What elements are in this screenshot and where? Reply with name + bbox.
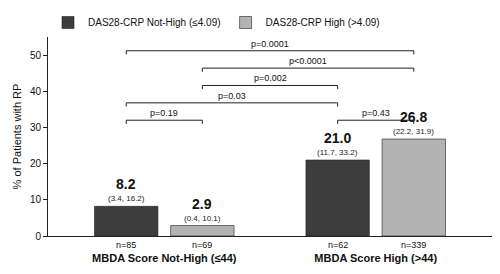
svg-text:p=0.43: p=0.43 bbox=[362, 108, 390, 118]
svg-text:50: 50 bbox=[30, 50, 42, 61]
svg-text:(3.4, 16.2): (3.4, 16.2) bbox=[108, 194, 145, 203]
svg-text:MBDA Score Not-High (≤44): MBDA Score Not-High (≤44) bbox=[92, 252, 237, 264]
svg-text:p=0.002: p=0.002 bbox=[254, 73, 287, 83]
svg-text:n=339: n=339 bbox=[401, 240, 426, 250]
svg-text:p=0.19: p=0.19 bbox=[150, 108, 178, 118]
svg-text:0: 0 bbox=[35, 231, 41, 242]
svg-text:n=85: n=85 bbox=[116, 240, 136, 250]
svg-text:DAS28-CRP High (>4.09): DAS28-CRP High (>4.09) bbox=[266, 17, 380, 28]
svg-text:% of Patients with RP: % of Patients with RP bbox=[11, 84, 23, 190]
svg-text:DAS28-CRP Not-High (≤4.09): DAS28-CRP Not-High (≤4.09) bbox=[88, 17, 221, 28]
svg-text:8.2: 8.2 bbox=[116, 176, 136, 192]
svg-text:21.0: 21.0 bbox=[324, 130, 351, 146]
svg-text:p=0.0001: p=0.0001 bbox=[251, 39, 289, 49]
svg-text:MBDA Score High (>44): MBDA Score High (>44) bbox=[314, 252, 437, 264]
svg-text:10: 10 bbox=[30, 194, 42, 205]
svg-text:(11.7, 33.2): (11.7, 33.2) bbox=[317, 148, 358, 157]
svg-text:n=69: n=69 bbox=[192, 240, 212, 250]
svg-text:26.8: 26.8 bbox=[400, 109, 427, 125]
svg-text:n=62: n=62 bbox=[328, 240, 348, 250]
svg-text:20: 20 bbox=[30, 158, 42, 169]
svg-text:40: 40 bbox=[30, 86, 42, 97]
svg-text:30: 30 bbox=[30, 122, 42, 133]
svg-text:(22.2, 31.9): (22.2, 31.9) bbox=[393, 127, 434, 136]
svg-text:p=0.03: p=0.03 bbox=[218, 91, 246, 101]
svg-text:(0.4, 10.1): (0.4, 10.1) bbox=[184, 214, 221, 223]
svg-text:p<0.0001: p<0.0001 bbox=[289, 56, 327, 66]
svg-text:2.9: 2.9 bbox=[192, 196, 212, 212]
